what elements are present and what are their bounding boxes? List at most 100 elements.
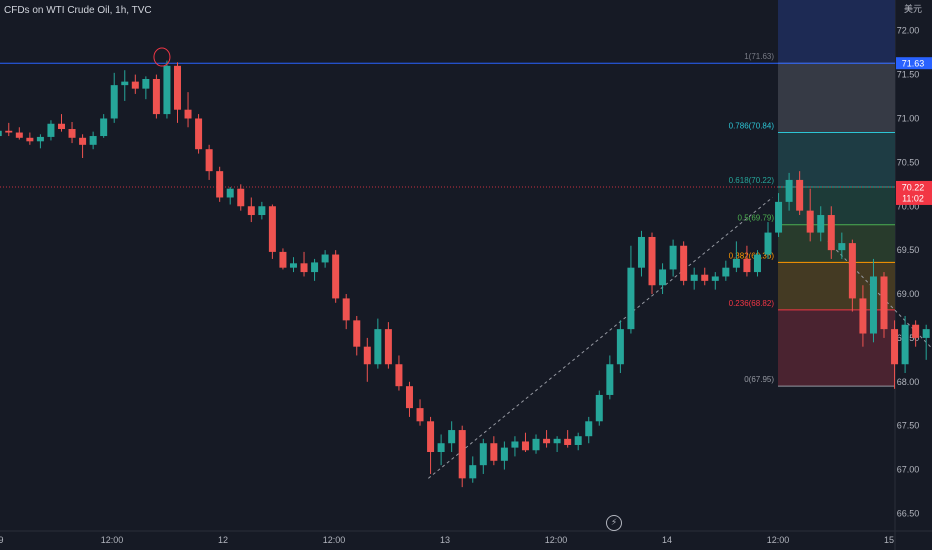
candle-body [353, 320, 361, 347]
bar-countdown-text: 11:02 [902, 193, 924, 203]
candle-body [374, 329, 382, 365]
candle-body [47, 123, 55, 137]
fib-zone-0.382 [778, 262, 895, 310]
candle-body [490, 443, 498, 461]
candle-body [595, 394, 603, 422]
annotations[interactable] [153, 47, 932, 198]
candle-body [268, 206, 276, 252]
candle-body [152, 78, 160, 115]
candle-body [300, 263, 308, 273]
price-tick: 71.00 [897, 113, 920, 123]
fib-zone-0.236 [778, 309, 895, 387]
candle-body [585, 421, 593, 437]
currency-label: 美元 [904, 3, 922, 15]
time-tick: 14 [662, 535, 672, 545]
fib-zone-1 [778, 63, 895, 133]
candle-body [405, 386, 413, 409]
candle-body [173, 65, 181, 110]
price-tick: 70.00 [897, 201, 920, 211]
candle-body [89, 136, 97, 145]
candle-body [711, 276, 719, 281]
fib-label-1: 1(71.63) [744, 52, 774, 61]
candle-body [912, 324, 920, 338]
fib-zone-0.786 [778, 132, 895, 187]
fib-label-0.5: 0.5(69.79) [738, 214, 775, 223]
candle-body [121, 81, 129, 86]
candle-body [848, 243, 856, 299]
candle-body [859, 298, 867, 334]
candle-body [110, 85, 118, 119]
candle-body [869, 276, 877, 334]
candle-body [458, 430, 466, 479]
fib-label-0: 0(67.95) [744, 375, 774, 384]
candle-body [701, 274, 709, 281]
candle-body [195, 118, 203, 150]
candle-body [743, 258, 751, 273]
candle-body [690, 274, 698, 281]
price-tick: 69.50 [897, 245, 920, 255]
candle-body [500, 447, 508, 461]
candle-body [722, 267, 730, 277]
candle-body [511, 441, 519, 448]
time-tick: 12:00 [101, 535, 124, 545]
candle-body [57, 123, 65, 130]
candle-body [543, 438, 551, 444]
candle-body [669, 245, 677, 270]
candle-body [775, 201, 783, 233]
fib-label-0.236: 0.236(68.82) [729, 299, 775, 308]
last-price-tag [896, 180, 932, 205]
candle-body [216, 171, 224, 198]
price-tick: 67.00 [897, 465, 920, 475]
candle-body [427, 421, 435, 453]
candle-body [342, 298, 350, 321]
candle-body [564, 438, 572, 445]
candle-body [680, 245, 688, 281]
candle-body [395, 364, 403, 387]
candlesticks [0, 60, 930, 488]
candle-body [627, 267, 635, 330]
candle-body [637, 236, 645, 268]
candle-body [311, 262, 319, 273]
candle-body [817, 215, 825, 233]
time-tick: 12:00 [323, 535, 346, 545]
candle-body [880, 276, 888, 330]
horizontal-line-price-tag [896, 57, 932, 70]
candle-body [764, 232, 772, 255]
price-tick: 71.50 [897, 70, 920, 80]
candle-body [659, 269, 667, 286]
candle-body [163, 65, 171, 115]
time-tick: 12 [218, 535, 228, 545]
candle-body [321, 254, 329, 263]
time-tick: 13 [440, 535, 450, 545]
candle-body [363, 346, 371, 365]
time-axis[interactable]: 912:001212:001312:001412:001512:001612:0… [0, 535, 932, 545]
candle-body [891, 329, 899, 365]
candle-body [553, 438, 561, 444]
candle-body [922, 329, 930, 338]
candle-body [332, 254, 340, 299]
fib-label-0.786: 0.786(70.84) [729, 122, 775, 131]
candle-body [5, 130, 13, 133]
candle-body [806, 210, 814, 233]
price-tick: 68.00 [897, 377, 920, 387]
candle-body [469, 465, 477, 479]
candle-body [532, 438, 540, 451]
circle-marker [153, 47, 171, 67]
candle-body [732, 258, 740, 268]
candle-body [416, 408, 424, 422]
fib-extension-zone [778, 0, 895, 64]
candle-body [521, 441, 529, 451]
price-tick: 66.50 [897, 508, 920, 518]
candle-body [237, 188, 245, 207]
lightning-icon[interactable]: ⚡ [606, 515, 622, 531]
candle-body [785, 179, 793, 202]
candle-body [226, 188, 234, 198]
candle-body [36, 136, 44, 142]
fib-zone-0.5 [778, 224, 895, 263]
candle-body [184, 109, 192, 119]
candle-body [26, 137, 34, 142]
chart-title[interactable]: CFDs on WTI Crude Oil, 1h, TVC [4, 5, 152, 16]
candle-body [205, 149, 213, 172]
candle-body [606, 364, 614, 395]
